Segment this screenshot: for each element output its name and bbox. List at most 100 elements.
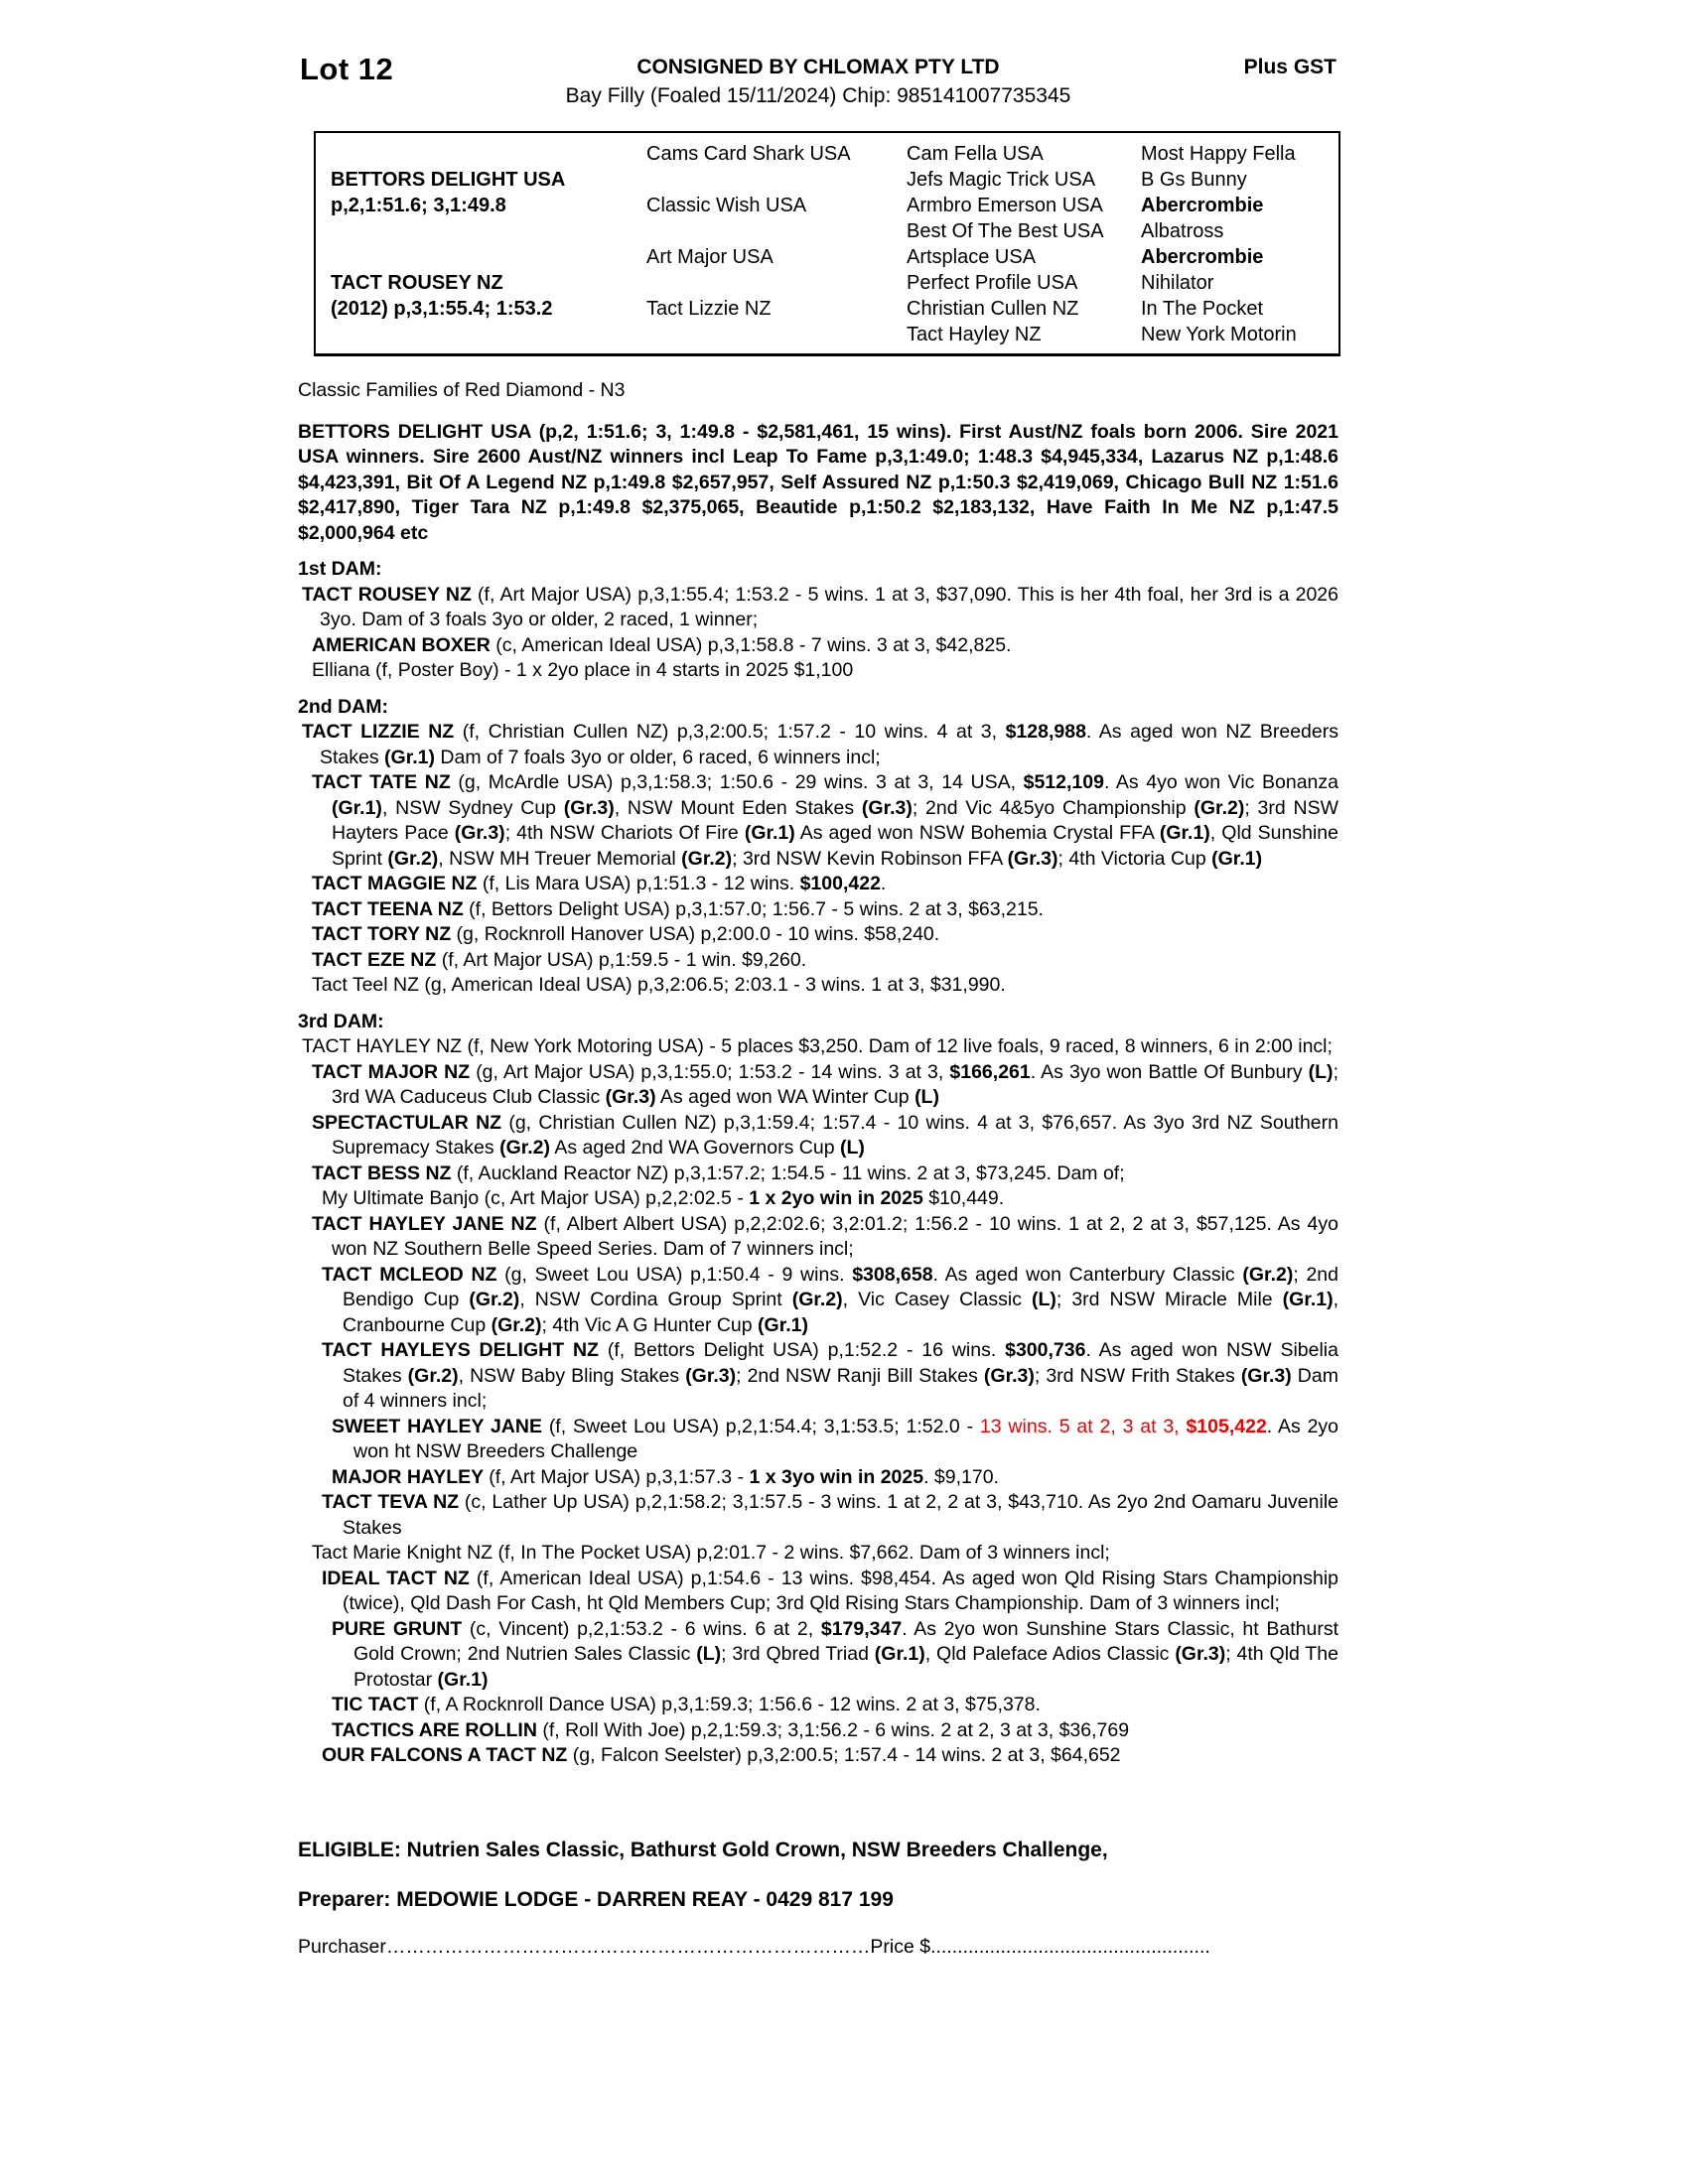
- price-dot-leader: ........................................…: [930, 1936, 1210, 1958]
- text-run: (f, Lis Mara USA) p,1:51.3 - 12 wins.: [482, 873, 800, 894]
- text-run: $10,449.: [922, 1187, 1005, 1209]
- pedigree-entry: TACT MAGGIE NZ (f, Lis Mara USA) p,1:51.…: [298, 872, 1338, 897]
- text-run: $166,261: [949, 1060, 1031, 1083]
- text-run: TACT BESS NZ: [312, 1161, 457, 1184]
- text-run: SWEET HAYLEY JANE: [332, 1415, 549, 1437]
- text-run: (Gr.1): [874, 1643, 925, 1665]
- text-run: TACTICS ARE ROLLIN: [332, 1718, 543, 1741]
- gen3-ancestor: Perfect Profile USA: [907, 272, 1078, 294]
- text-run: (f, American Ideal USA) p,1:54.6 - 13 wi…: [343, 1567, 1339, 1615]
- text-run: As aged 2nd WA Governors Cup: [550, 1137, 840, 1159]
- text-run: (g, Art Major USA) p,3,1:55.0; 1:53.2 - …: [476, 1060, 950, 1083]
- gen2-ancestor: Art Major USA: [646, 246, 774, 268]
- pedigree-entry: TACT TATE NZ (g, McArdle USA) p,3,1:58.3…: [298, 770, 1338, 872]
- text-run: . As 4yo won Vic Bonanza: [1103, 771, 1338, 793]
- pedigree-entry: SWEET HAYLEY JANE (f, Sweet Lou USA) p,2…: [298, 1415, 1338, 1465]
- purchaser-label: Purchaser: [298, 1936, 386, 1958]
- dam-section-heading: 2nd DAM:: [298, 695, 388, 718]
- text-run: (f, A Rocknroll Dance USA) p,3,1:59.3; 1…: [423, 1694, 1041, 1715]
- text-run: ; 3rd NSW Hayters Pace: [332, 796, 1338, 845]
- text-run: ; 2nd Bendigo Cup: [343, 1263, 1338, 1311]
- text-run: TACT ROUSEY NZ: [302, 583, 479, 606]
- text-run: (Gr.1): [437, 1668, 489, 1691]
- gen3-ancestor: Artsplace USA: [907, 246, 1037, 268]
- gen3-ancestor: Jefs Magic Trick USA: [907, 169, 1096, 191]
- gen4-ancestor: In The Pocket: [1141, 298, 1264, 320]
- pedigree-entry: SPECTACTULAR NZ (g, Christian Cullen NZ)…: [298, 1111, 1338, 1161]
- text-run: TACT EZE NZ: [312, 948, 442, 971]
- pedigree-entry: TACT EZE NZ (f, Art Major USA) p,1:59.5 …: [298, 948, 1338, 974]
- gen4-ancestor: Albatross: [1141, 220, 1224, 242]
- gen2-ancestor: Classic Wish USA: [646, 195, 807, 216]
- gen4-ancestor: New York Motorin: [1141, 324, 1297, 345]
- sire-name: BETTORS DELIGHT USA: [331, 169, 566, 191]
- text-run: (Gr.2): [469, 1289, 520, 1310]
- pedigree-entry: IDEAL TACT NZ (f, American Ideal USA) p,…: [298, 1567, 1338, 1617]
- gen3-ancestor: Christian Cullen NZ: [907, 298, 1079, 320]
- dam-sections: 1st DAM: TACT ROUSEY NZ (f, Art Major USA…: [298, 557, 1338, 1769]
- text-run: TACT MAGGIE NZ: [312, 873, 483, 894]
- pedigree-entry: TACT BESS NZ (f, Auckland Reactor NZ) p,…: [298, 1161, 1338, 1187]
- text-run: (L): [914, 1086, 939, 1108]
- text-run: . As aged won Canterbury Classic: [932, 1263, 1243, 1286]
- pedigree-entry: My Ultimate Banjo (c, Art Major USA) p,2…: [298, 1186, 1338, 1212]
- text-run: (f, Art Major USA) p,3,1:57.3 -: [489, 1465, 750, 1488]
- eligibility-line: ELIGIBLE: Nutrien Sales Classic, Bathurs…: [298, 1839, 1108, 1861]
- header-center: CONSIGNED BY CHLOMAX PTY LTD Bay Filly (…: [298, 50, 1338, 108]
- text-run: TACT HAYLEY NZ (f, New York Motoring USA…: [302, 1035, 1333, 1057]
- pedigree-dam-cell: TACT ROUSEY NZ (2012) p,3,1:55.4; 1:53.2: [331, 270, 646, 322]
- text-run: , NSW Baby Bling Stakes: [458, 1364, 686, 1387]
- text-run: (g, McArdle USA) p,3,1:58.3; 1:50.6 - 29…: [458, 771, 1024, 793]
- text-run: , Qld Paleface Adios Classic: [924, 1643, 1176, 1665]
- text-run: .: [880, 873, 887, 894]
- text-run: OUR FALCONS A TACT NZ: [322, 1744, 573, 1766]
- text-run: (g, Christian Cullen NZ) p,3,1:59.4; 1:5…: [332, 1111, 1338, 1160]
- text-run: 1 x 2yo win in 2025: [749, 1187, 923, 1209]
- text-run: (Gr.1): [384, 746, 435, 768]
- text-run: , NSW Sydney Cup: [381, 796, 564, 819]
- text-run: , Cranbourne Cup: [343, 1289, 1339, 1336]
- text-run: , NSW MH Treuer Memorial: [438, 847, 682, 870]
- text-run: TIC TACT: [332, 1694, 424, 1715]
- text-run: (Gr.3): [983, 1364, 1035, 1387]
- pedigree-entry: TACT ROUSEY NZ (f, Art Major USA) p,3,1:…: [298, 583, 1338, 633]
- text-run: (Gr.2): [407, 1364, 459, 1387]
- text-run: SPECTACTULAR NZ: [312, 1111, 509, 1134]
- text-run: $300,736: [1005, 1339, 1086, 1361]
- text-run: (f, Sweet Lou USA) p,2,1:54.4; 3,1:53.5;…: [548, 1415, 980, 1437]
- text-run: $179,347: [820, 1617, 903, 1640]
- text-run: My Ultimate Banjo (c, Art Major USA) p,2…: [322, 1187, 750, 1209]
- text-run: ; 3rd Qbred Triad: [721, 1643, 875, 1665]
- price-label: Price $: [870, 1936, 931, 1958]
- consignor-line: CONSIGNED BY CHLOMAX PTY LTD: [636, 56, 1000, 78]
- page-header: Lot 12 CONSIGNED BY CHLOMAX PTY LTD Bay …: [298, 50, 1338, 111]
- text-run: ; 3rd WA Caduceus Club Classic: [332, 1060, 1338, 1109]
- text-run: (Gr.2): [491, 1313, 542, 1336]
- text-run: (Gr.3): [454, 822, 505, 844]
- text-run: TACT HAYLEY JANE NZ: [312, 1212, 544, 1235]
- text-run: ; 4th Vic A G Hunter Cup: [541, 1313, 759, 1336]
- purchaser-dot-leader: …………………………………………………………………: [385, 1936, 871, 1958]
- dam-record: (2012) p,3,1:55.4; 1:53.2: [331, 298, 553, 320]
- foal-description: Bay Filly (Foaled 15/11/2024) Chip: 9851…: [565, 84, 1071, 107]
- text-run: Elliana (f, Poster Boy) - 1 x 2yo place …: [312, 659, 854, 681]
- pedigree-entry: Tact Marie Knight NZ (f, In The Pocket U…: [298, 1541, 1338, 1567]
- text-run: TACT TEENA NZ: [312, 897, 470, 920]
- text-run: (Gr.1): [332, 796, 382, 819]
- pedigree-table: BETTORS DELIGHT USA p,2,1:51.6; 3,1:49.8…: [314, 131, 1340, 356]
- text-run: ; 4th NSW Chariots Of Fire: [504, 822, 745, 844]
- pedigree-entry: PURE GRUNT (c, Vincent) p,2,1:53.2 - 6 w…: [298, 1617, 1338, 1694]
- gen2-ancestor: Cams Card Shark USA: [646, 143, 851, 165]
- text-run: (Gr.2): [499, 1137, 551, 1159]
- gen4-ancestor: Abercrombie: [1141, 195, 1264, 216]
- text-run: (Gr.2): [387, 847, 439, 870]
- text-run: TACT TATE NZ: [312, 771, 459, 793]
- text-run: As aged won NSW Bohemia Crystal FFA: [794, 822, 1160, 844]
- pedigree-sire-cell: BETTORS DELIGHT USA p,2,1:51.6; 3,1:49.8: [331, 167, 646, 218]
- text-run: AMERICAN BOXER: [312, 633, 496, 656]
- gen4-ancestor: Nihilator: [1141, 272, 1214, 294]
- preparer-line: Preparer: MEDOWIE LODGE - DARREN REAY - …: [298, 1888, 894, 1911]
- text-run: (c, Lather Up USA) p,2,1:58.2; 3,1:57.5 …: [343, 1491, 1339, 1539]
- text-run: , Vic Casey Classic: [842, 1289, 1032, 1310]
- text-run: (Gr.3): [861, 796, 913, 819]
